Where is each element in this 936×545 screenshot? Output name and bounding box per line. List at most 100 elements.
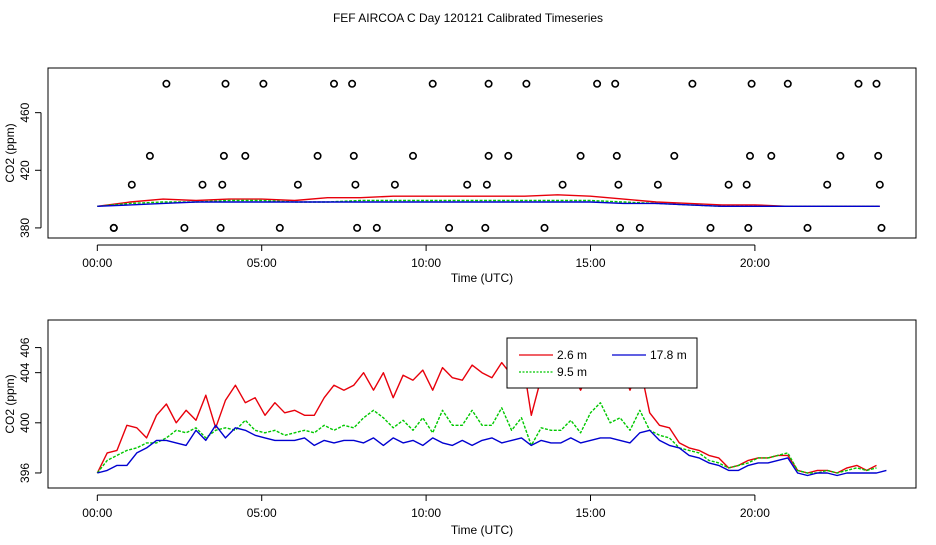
calibration-point: [635, 223, 644, 232]
top-panel: 00:00 05:00 10:00 15:00 20:00 380 420 460 Time…: [3, 67, 917, 285]
calibration-point: [744, 223, 753, 232]
bottom-x-tick-label: 20:00: [740, 506, 770, 520]
calibration-point: [540, 223, 549, 232]
calibration-point: [408, 151, 417, 160]
calibration-point: [854, 79, 863, 88]
legend-label-2-6m: 2.6 m: [557, 348, 587, 362]
top-series-17-8-m: [97, 201, 880, 208]
calibration-point: [484, 151, 493, 160]
bottom-y-tick-label: 400: [18, 412, 32, 432]
calibration-point: [390, 180, 399, 189]
top-x-axis-label: Time (UTC): [451, 271, 513, 285]
top-y-tick-label: 380: [18, 218, 32, 238]
calibration-point: [724, 180, 733, 189]
calibration-point: [481, 223, 490, 232]
calibration-point: [463, 180, 472, 189]
top-x-tick-label: 00:00: [82, 256, 112, 270]
top-y-axis-label: CO2 (ppm): [3, 123, 17, 182]
calibration-point: [218, 180, 227, 189]
calibration-point: [353, 223, 362, 232]
calibration-point: [293, 180, 302, 189]
bottom-series-2-6-m: [96, 351, 877, 474]
calibration-point: [616, 223, 625, 232]
calibration-point: [219, 151, 228, 160]
calibration-point: [349, 151, 358, 160]
calibration-point: [445, 223, 454, 232]
calibration-point: [611, 79, 620, 88]
calibration-point: [745, 151, 754, 160]
calibration-point: [872, 79, 881, 88]
calibration-point: [874, 151, 883, 160]
calibration-point: [221, 79, 230, 88]
calibration-point: [127, 180, 136, 189]
calibration-point: [313, 151, 322, 160]
bottom-x-tick-label: 15:00: [575, 506, 605, 520]
top-x-tick-label: 10:00: [411, 256, 441, 270]
calibration-point: [504, 151, 513, 160]
top-y-axis: 380 420 460: [18, 102, 42, 238]
bottom-panel: 00:00 05:00 10:00 15:00 20:00 396 400 404 406 T…: [3, 319, 917, 537]
calibration-point: [877, 223, 886, 232]
top-x-axis: 00:00 05:00 10:00 15:00 20:00: [82, 244, 770, 270]
calibration-point: [747, 79, 756, 88]
bottom-series-group: [96, 351, 887, 477]
calibration-point: [836, 151, 845, 160]
calibration-point: [558, 180, 567, 189]
calibration-point: [706, 223, 715, 232]
bottom-x-tick-label: 10:00: [411, 506, 441, 520]
top-y-tick-label: 420: [18, 160, 32, 180]
calibration-point: [329, 79, 338, 88]
calibration-point: [180, 223, 189, 232]
calibration-point: [162, 79, 171, 88]
figure-title: FEF AIRCOA C Day 120121 Calibrated Times…: [333, 11, 603, 25]
calibration-point: [372, 223, 381, 232]
top-series-group: [97, 194, 880, 208]
legend-label-9-5m: 9.5 m: [557, 365, 587, 379]
calibration-point: [109, 223, 118, 232]
calibration-point: [742, 180, 751, 189]
calibration-point: [767, 151, 776, 160]
legend: 2.6 m 17.8 m 9.5 m: [506, 337, 698, 389]
calibration-point: [351, 180, 360, 189]
calibration-point: [688, 79, 697, 88]
bottom-y-axis-label: CO2 (ppm): [3, 374, 17, 433]
bottom-x-tick-label: 00:00: [82, 506, 112, 520]
calibration-point: [484, 79, 493, 88]
calibration-point: [522, 79, 531, 88]
bottom-series-17-8-m: [97, 424, 887, 477]
calibration-point: [783, 79, 792, 88]
calibration-point: [614, 180, 623, 189]
bottom-x-axis-label: Time (UTC): [451, 523, 513, 537]
calibration-point: [198, 180, 207, 189]
calibration-point: [823, 180, 832, 189]
bottom-y-tick-label: 396: [18, 463, 32, 483]
calibration-point: [875, 180, 884, 189]
top-x-tick-label: 05:00: [247, 256, 277, 270]
top-x-tick-label: 20:00: [740, 256, 770, 270]
calibration-point: [593, 79, 602, 88]
bottom-x-tick-label: 05:00: [247, 506, 277, 520]
bottom-y-axis: 396 400 404 406: [18, 337, 42, 483]
top-x-tick-label: 15:00: [575, 256, 605, 270]
legend-label-17-8m: 17.8 m: [650, 348, 687, 362]
calibration-point: [145, 151, 154, 160]
calibration-point: [348, 79, 357, 88]
calibration-point: [428, 79, 437, 88]
calibration-point: [576, 151, 585, 160]
top-calibration-points: [109, 79, 886, 232]
calibration-point: [259, 79, 268, 88]
bottom-y-tick-label: 404: [18, 362, 32, 382]
top-y-tick-label: 460: [18, 102, 32, 122]
calibration-point: [653, 180, 662, 189]
bottom-y-tick-label: 406: [18, 337, 32, 357]
calibration-point: [482, 180, 491, 189]
calibration-point: [670, 151, 679, 160]
calibration-point: [216, 223, 225, 232]
bottom-plot-frame: [47, 319, 917, 489]
top-plot-frame: [47, 67, 917, 239]
calibration-point: [241, 151, 250, 160]
calibration-point: [612, 151, 621, 160]
legend-box: [506, 337, 698, 389]
